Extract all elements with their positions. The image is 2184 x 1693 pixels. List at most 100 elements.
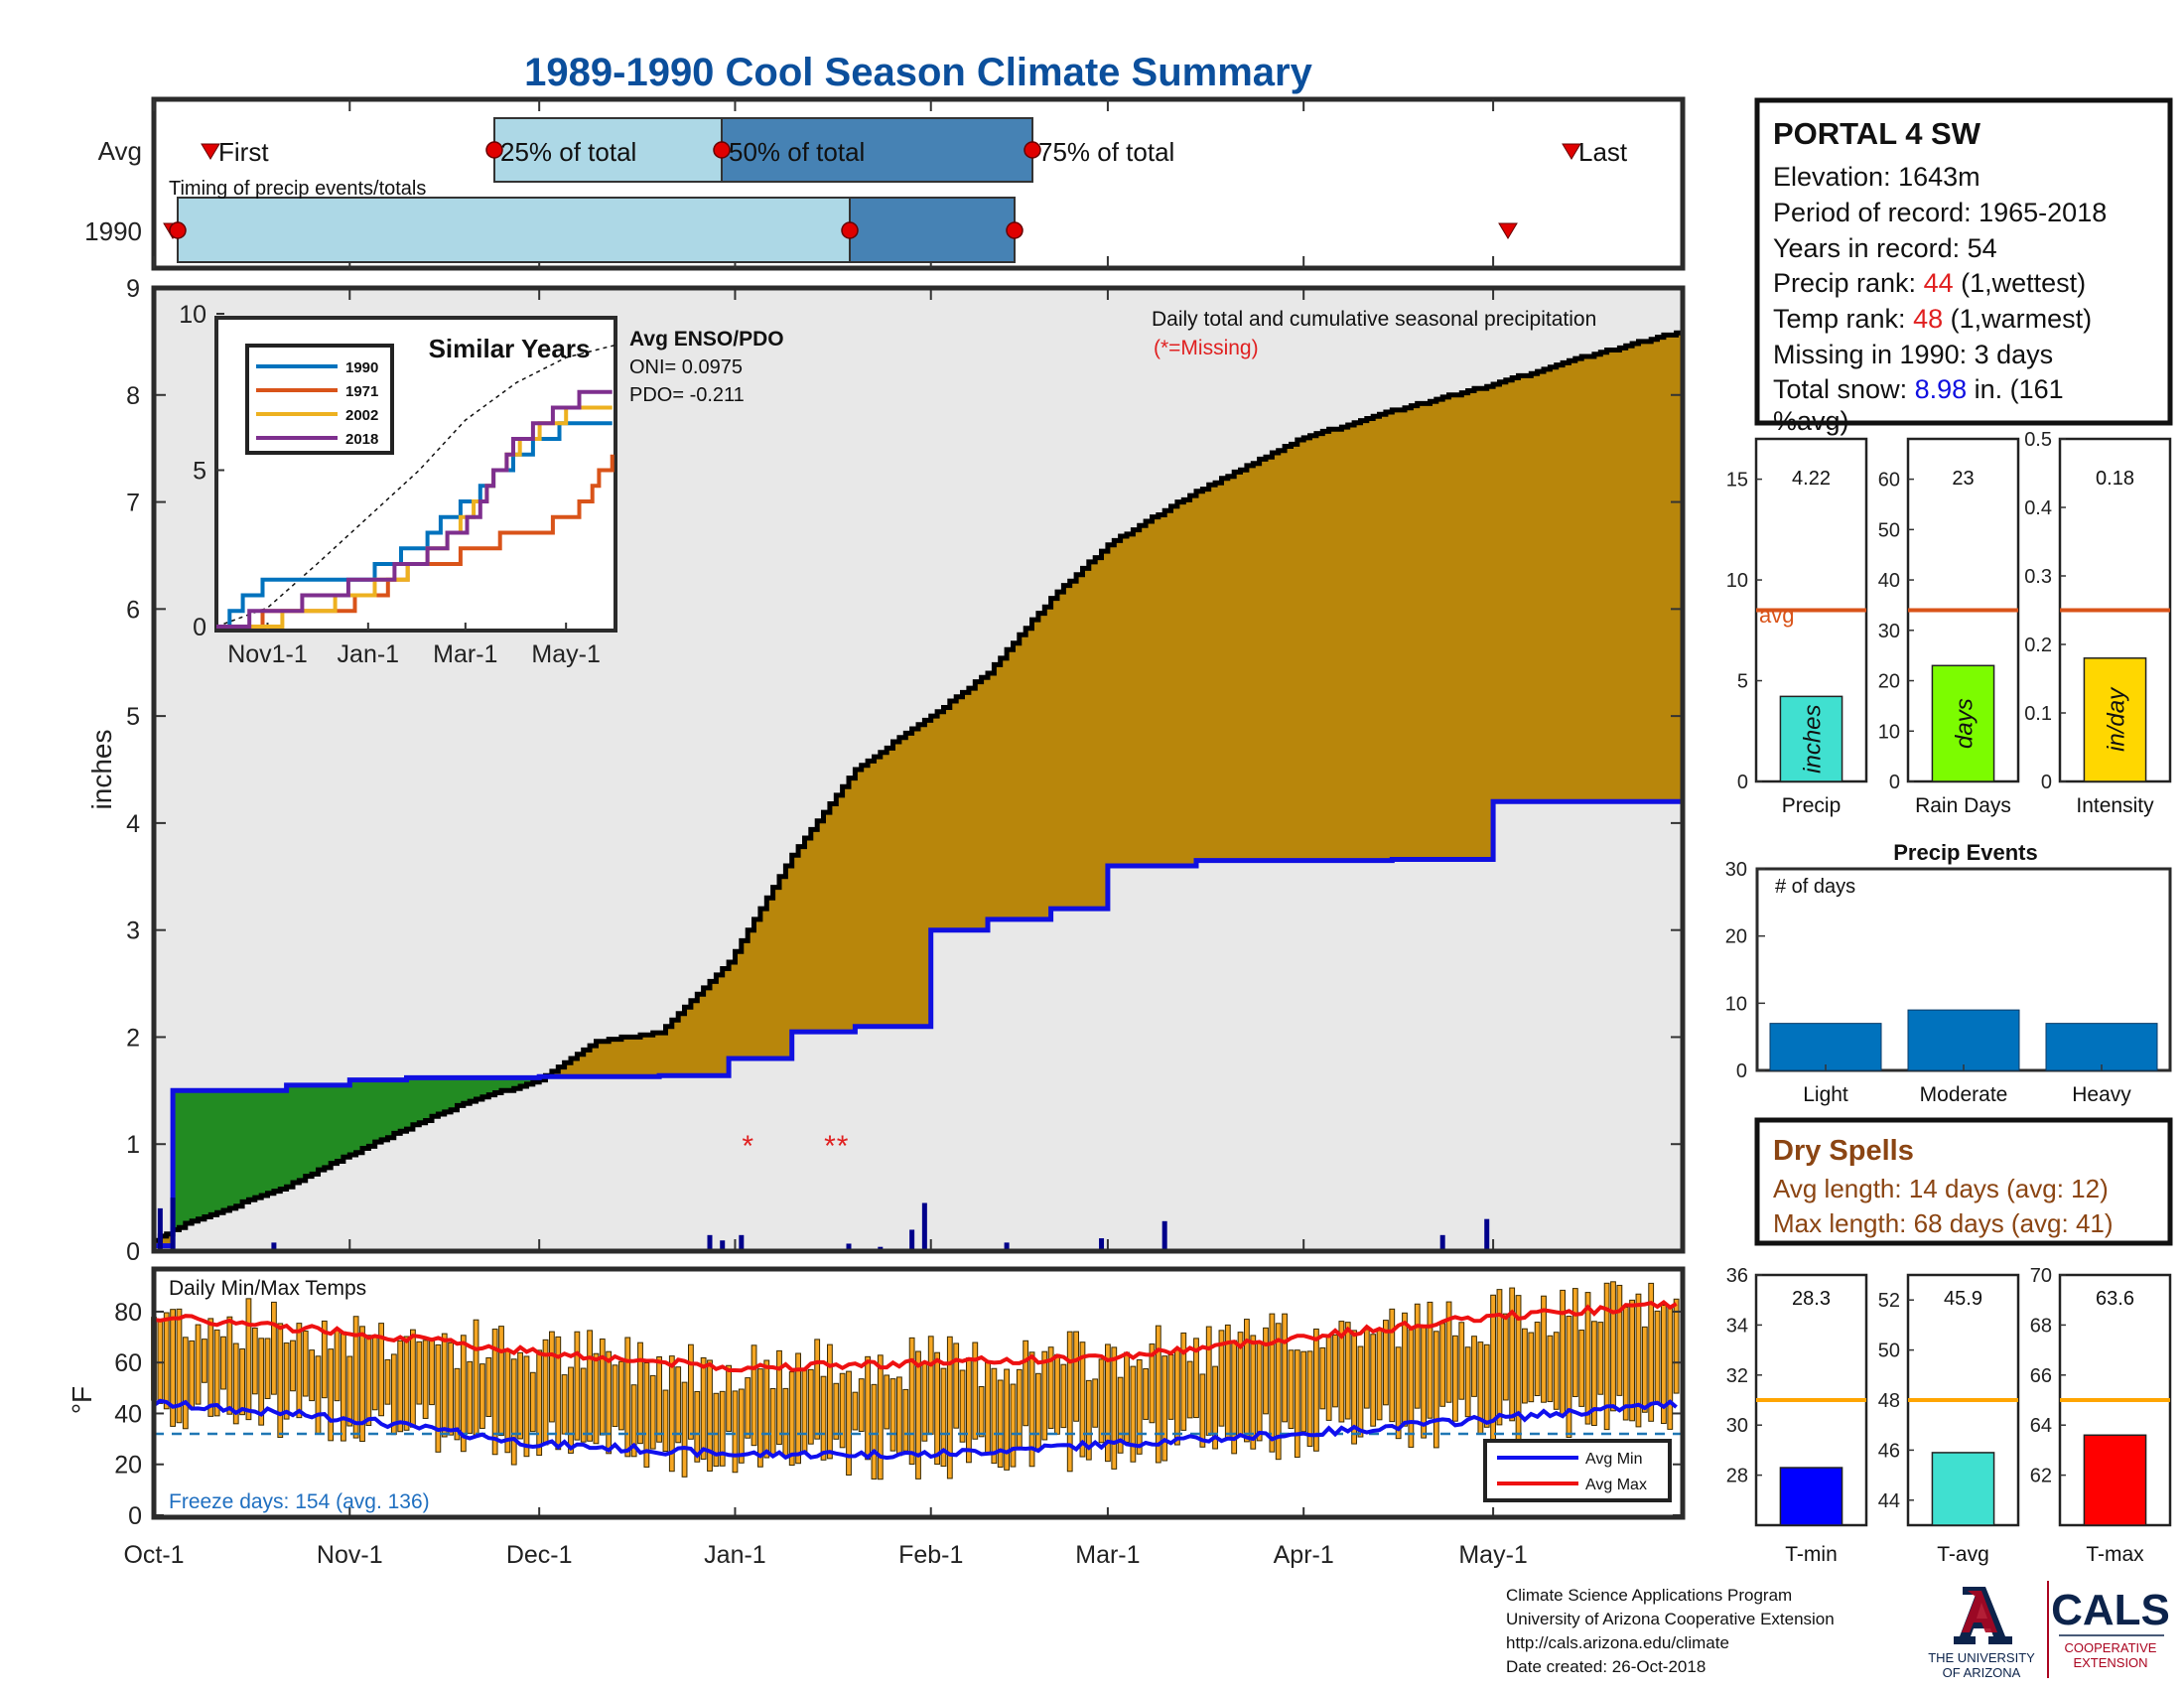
daily-temp-bar <box>283 1342 290 1420</box>
daily-temp-bar <box>1244 1319 1250 1443</box>
summary-ytick-label: 0.2 <box>2024 635 2052 656</box>
precip-ylabel: inches <box>86 730 117 810</box>
daily-temp-bar <box>182 1337 189 1430</box>
daily-temp-bar <box>776 1349 782 1446</box>
station-frame <box>1754 97 2173 426</box>
cumulative-precip-line <box>154 330 1686 1243</box>
daily-temp-bar <box>1111 1346 1118 1470</box>
daily-temp-bar <box>865 1355 871 1461</box>
daily-temp-bar <box>1402 1312 1408 1427</box>
dry-max-length: Max length: 68 days (avg: 41) <box>1773 1208 2114 1238</box>
summary-unit: days <box>1952 698 1979 749</box>
precip-ytick-label: 6 <box>126 596 140 624</box>
summary-ytick-label: 0.4 <box>2024 497 2052 519</box>
daily-temp-bar <box>1205 1326 1212 1436</box>
events-bar-light <box>1769 1023 1882 1071</box>
avg-50-75-bar <box>721 117 1033 183</box>
temp-summary-label: T-avg <box>1937 1543 1989 1566</box>
daily-temp-bar <box>346 1355 353 1427</box>
daily-temp-bar <box>713 1392 720 1468</box>
temp-legend-box <box>1483 1439 1672 1502</box>
daily-temp-bar <box>1389 1308 1396 1423</box>
dry-frame <box>1754 1117 2173 1246</box>
daily-temp-bar <box>341 1331 346 1442</box>
daily-temp-bar <box>170 1309 176 1427</box>
temp-summary-value: 63.6 <box>2096 1288 2134 1310</box>
daily-precip-bar <box>1484 1218 1490 1251</box>
temp-panel-ytick-label: 44 <box>1878 1490 1900 1512</box>
daily-precip-bar <box>170 1198 176 1251</box>
daily-temp-bar <box>1319 1346 1326 1410</box>
ua-name-2: OF ARIZONA <box>1943 1665 2021 1680</box>
summary-ytick-label: 0 <box>1737 772 1748 793</box>
daily-temp-bar <box>927 1336 934 1435</box>
daily-temp-bar <box>1288 1349 1295 1430</box>
daily-temp-bar <box>1010 1383 1017 1468</box>
daily-temp-bar <box>1629 1299 1635 1422</box>
daily-temp-bar <box>435 1343 442 1453</box>
inset-legend-label-1971: 1971 <box>345 383 378 400</box>
daily-temp-bar <box>315 1355 322 1435</box>
avg-first-label: First <box>218 137 269 167</box>
temp-panel-ytick-label: 34 <box>1726 1315 1748 1337</box>
precip-ytick-label: 5 <box>126 703 140 731</box>
daily-temp-bar <box>1028 1351 1035 1468</box>
daily-temp-bar <box>795 1352 801 1465</box>
daily-temp-bar <box>1124 1351 1130 1443</box>
temp-ytick-label: 60 <box>114 1349 142 1377</box>
temp-summary-value: 45.9 <box>1944 1288 1982 1310</box>
precip-summary-bars: 0 5 10 15 4.22 inches Precip 0 10 20 30 40 50 60 23 day… <box>1726 429 2172 817</box>
daily-temp-bar <box>467 1360 474 1434</box>
footer-date: Date created: 26-Oct-2018 <box>1506 1657 1706 1676</box>
station-period: Period of record: 1965-2018 <box>1773 198 2107 227</box>
daily-temp-bar <box>359 1326 365 1443</box>
avg-75-label: 75% of total <box>1038 137 1174 167</box>
daily-temp-bar <box>1648 1282 1655 1422</box>
precip-events-chart: Precip Events 0 10 20 30 Light Moderate Heavy… <box>1725 840 2172 1106</box>
daily-temp-bar <box>1161 1355 1168 1462</box>
daily-temp-bar <box>1079 1341 1086 1458</box>
legend-min-label: Avg Min <box>1585 1451 1643 1468</box>
ua-name-1: THE UNIVERSITY <box>1928 1650 2035 1665</box>
temp-panel-ytick-label: 32 <box>1726 1365 1748 1387</box>
daily-temp-bar <box>1383 1320 1389 1406</box>
daily-temp-bar <box>302 1330 309 1397</box>
daily-temp-bar <box>1117 1376 1124 1454</box>
footer-url: http://cals.arizona.edu/climate <box>1506 1633 1729 1652</box>
daily-temp-bar <box>1376 1330 1383 1421</box>
daily-temp-bar <box>1041 1350 1048 1441</box>
daily-temp-bar <box>1471 1336 1477 1397</box>
daily-temp-bar <box>1673 1298 1680 1394</box>
daily-temp-bar <box>946 1336 953 1480</box>
year-last-marker <box>1498 222 1518 239</box>
daily-temp-bar <box>1635 1293 1642 1428</box>
daily-temp-bar <box>1560 1289 1566 1416</box>
inset-ytick-label: 0 <box>193 614 206 641</box>
avg-cumulative-precip-line <box>154 798 1683 1249</box>
xtick-label: Dec-1 <box>506 1541 573 1569</box>
inset-series-line-2018 <box>216 389 613 629</box>
daily-temp-bar <box>1193 1338 1199 1419</box>
daily-temp-bar <box>555 1336 562 1451</box>
temp-panel-ytick-label: 28 <box>1726 1466 1748 1487</box>
temp-ytick-label: 80 <box>114 1299 142 1327</box>
xtick-label: Mar-1 <box>1075 1541 1140 1569</box>
inset-ytick-label: 10 <box>179 301 206 329</box>
daily-precip-bar <box>1004 1242 1010 1251</box>
daily-precip-bar <box>846 1243 852 1251</box>
daily-temp-bar <box>1421 1326 1427 1439</box>
daily-temp-bar <box>997 1379 1004 1469</box>
daily-temp-bar <box>1534 1322 1541 1397</box>
missing-day-marker: * <box>742 1130 753 1163</box>
daily-temp-bar <box>1250 1335 1257 1450</box>
year-50-marker <box>841 221 859 239</box>
daily-temp-bar <box>277 1323 284 1439</box>
daily-temp-bar <box>1408 1329 1415 1448</box>
daily-temp-bar <box>871 1383 878 1480</box>
temp-panel-ytick-label: 36 <box>1726 1265 1748 1287</box>
daily-temp-bar <box>1282 1313 1288 1423</box>
inset-xtick-label: Mar-1 <box>433 640 497 668</box>
daily-temp-bar <box>959 1369 966 1443</box>
summary-ytick-label: 30 <box>1878 621 1900 642</box>
missing-day-marker: * <box>837 1130 849 1163</box>
